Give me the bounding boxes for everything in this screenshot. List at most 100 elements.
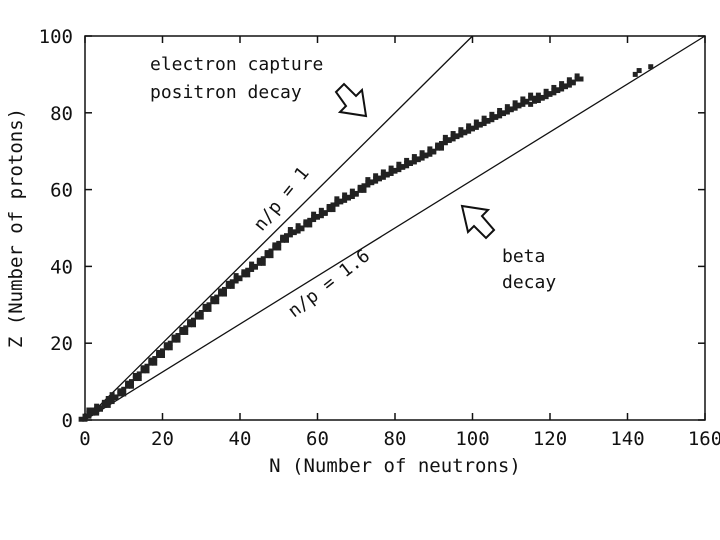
nuclide-point-6-2	[121, 391, 127, 397]
nuclide-point-40-0	[377, 175, 382, 181]
nuclide-point-45-0	[415, 156, 421, 162]
nuclide-point-61-3	[535, 98, 541, 104]
nuclide-point-48-4	[442, 134, 448, 140]
nuclide-point-56-3	[497, 113, 503, 119]
nuclide-point-50-3	[450, 136, 456, 142]
nuclide-point-35-3	[334, 201, 340, 207]
nuclide-point-34-0	[330, 202, 336, 208]
nuclide-point-51-0	[462, 129, 468, 135]
nuclide-point-62-4	[551, 84, 557, 90]
nuclide-point-46-0	[423, 152, 429, 158]
nuclide-point-65-0	[570, 79, 576, 85]
nuclide-point-41-3	[380, 174, 386, 180]
nuclide-point-46-3	[419, 155, 425, 161]
nuclide-point-33-3	[318, 213, 324, 219]
nuclide-point-63-0	[555, 87, 561, 93]
nuclide-point-65-3	[566, 82, 572, 88]
nuclide-point-6-0	[113, 394, 119, 400]
x-tick-label-5: 100	[455, 428, 489, 450]
nuclide-point-44-4	[411, 154, 417, 160]
nuclide-point-22-2	[245, 272, 251, 278]
nuclide-point-35-4	[342, 192, 348, 198]
nuclide-point-31-4	[311, 211, 317, 217]
nuclide-point-12-2	[167, 345, 173, 351]
nuclide-point-38-3	[357, 186, 363, 192]
nuclide-point-36-3	[342, 197, 348, 203]
nuclide-point-14-0	[175, 333, 181, 339]
nuclide-point-42-0	[392, 167, 398, 173]
nuclide-point-55-0	[493, 114, 499, 120]
nuclide-point-21-0	[229, 279, 235, 285]
nuclide-point-49-4	[450, 131, 456, 137]
nuclide-point-59-2	[532, 95, 537, 101]
nuclide-point-17-2	[206, 306, 212, 312]
nuclide-point-17-3	[194, 313, 200, 319]
nuclide-point-12-0	[160, 348, 165, 354]
nuclide-point-65-1	[574, 76, 580, 82]
y-tick-label-0: 0	[62, 410, 73, 432]
nuclide-point-11-3	[148, 359, 154, 365]
nuclide-point-18-0	[206, 302, 212, 308]
nuclide-point-41-0	[384, 171, 390, 177]
nuclide-point-17-0	[198, 309, 204, 315]
nuclide-point-10-0	[144, 363, 150, 369]
nuclide-point-63-3	[551, 90, 557, 96]
nuclide-point-22-0	[237, 275, 243, 281]
nuclide-point-25-0	[260, 256, 266, 262]
nuclide-point-15-0	[183, 325, 189, 331]
nuclide-point-9-2	[144, 368, 150, 374]
nuclide-point-13-2	[175, 337, 181, 343]
heavy-nuclide-point-1	[636, 68, 642, 74]
nuclide-point-2-0	[90, 409, 96, 415]
nuclide-point-5-0	[105, 398, 111, 404]
nuclide-point-54-0	[485, 117, 491, 123]
nuclide-point-42-4	[396, 161, 402, 167]
nuclide-point-34-3	[326, 205, 332, 211]
nuclide-point-30-3	[295, 228, 301, 234]
nuclide-point-20-0	[222, 286, 227, 292]
nuclide-point-35-0	[338, 198, 344, 204]
nuclide-point-9-0	[136, 371, 142, 377]
nuclide-point-2-4	[94, 403, 100, 409]
x-tick-labels: 0 20 40 60 80 100 120 140 160	[79, 428, 720, 450]
annotation-decay: decay	[502, 272, 556, 293]
nuclide-point-41-4	[388, 165, 394, 171]
nuclide-point-45-4	[419, 150, 425, 156]
nuclide-point-46-4	[427, 146, 433, 152]
nuclide-point-28-4	[287, 227, 293, 233]
nuclide-point-18-3	[202, 305, 208, 311]
nuclide-point-50-4	[458, 127, 464, 133]
nuclide-point-48-3	[435, 144, 441, 150]
x-tick-label-3: 60	[306, 428, 329, 450]
nuclide-point-59-0	[524, 98, 530, 104]
nuclide-point-64-4	[566, 77, 572, 83]
nuclide-point-28-3	[280, 236, 286, 242]
nuclide-point-27-0	[276, 240, 282, 246]
nuclide-point-7-2	[129, 383, 134, 389]
nuclide-point-40-3	[373, 178, 379, 184]
nuclide-point-48-0	[439, 141, 444, 147]
nuclide-point-23-0	[245, 267, 251, 273]
nuclide-point-62-0	[547, 91, 553, 97]
x-tick-label-6: 120	[533, 428, 567, 450]
nuclide-point-26-0	[268, 248, 274, 254]
nuclide-point-30-2	[307, 222, 313, 228]
reference-lines	[84, 35, 706, 421]
nuclide-point-26-2	[276, 245, 282, 251]
nuclide-point-19-2	[222, 291, 227, 297]
nuclide-point-27-2	[284, 237, 289, 243]
nuclide-point-16-2	[198, 314, 204, 320]
nuclide-point-58-4	[520, 96, 526, 102]
nuclide-point-61-0	[539, 94, 545, 100]
nuclide-point-29-0	[291, 229, 297, 235]
nuclide-point-0-3	[78, 416, 84, 422]
nuclide-point-57-3	[504, 109, 510, 115]
nuclide-point-18-2	[214, 299, 220, 305]
nuclide-point-15-3	[179, 328, 185, 334]
nuclide-point-49-0	[446, 137, 452, 143]
nuclide-point-52-0	[470, 125, 475, 131]
annotation-beta: beta	[502, 246, 545, 267]
nuclide-point-31-3	[303, 220, 309, 226]
nuclide-point-21-4	[233, 273, 239, 279]
nuclide-point-39-0	[369, 179, 375, 185]
